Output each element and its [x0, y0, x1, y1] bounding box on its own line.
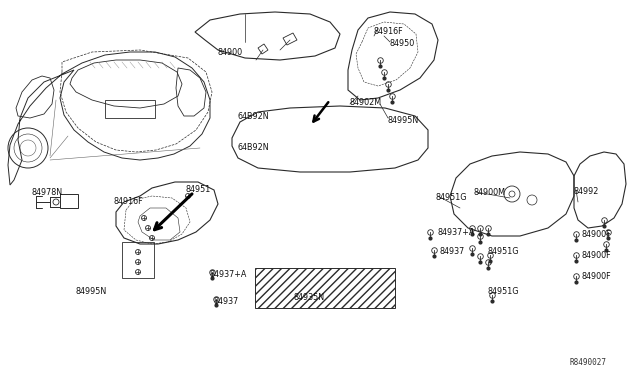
Text: 64B92N: 64B92N	[238, 112, 269, 121]
Text: 84937: 84937	[213, 297, 238, 306]
Text: 84937: 84937	[440, 247, 465, 256]
Text: 84916F: 84916F	[114, 197, 143, 206]
Text: 64B92N: 64B92N	[238, 143, 269, 152]
Text: 84951G: 84951G	[488, 247, 520, 256]
Bar	[105, 100, 155, 118]
Text: 84951G: 84951G	[488, 287, 520, 296]
Text: 84900M: 84900M	[474, 188, 506, 197]
Text: 84992: 84992	[573, 187, 598, 196]
Text: 84902M: 84902M	[350, 98, 382, 107]
Text: 84937+A: 84937+A	[210, 270, 248, 279]
Text: 84995N: 84995N	[388, 116, 419, 125]
Text: 84978N: 84978N	[32, 188, 63, 197]
Text: 84916F: 84916F	[374, 27, 404, 36]
Text: 84900: 84900	[218, 48, 243, 57]
Text: 84951G: 84951G	[436, 193, 467, 202]
Bar	[122, 242, 154, 278]
Text: 84900F: 84900F	[581, 272, 611, 281]
Text: R8490027: R8490027	[570, 358, 607, 367]
Bar	[60, 194, 78, 208]
Text: 84900F: 84900F	[581, 251, 611, 260]
Text: 84935N: 84935N	[293, 293, 324, 302]
Text: 84995N: 84995N	[75, 287, 106, 296]
Bar	[255, 268, 395, 308]
Text: 84951: 84951	[185, 185, 211, 194]
Text: 84900F: 84900F	[581, 230, 611, 239]
Text: 84937+A: 84937+A	[437, 228, 474, 237]
Text: 84950: 84950	[390, 39, 415, 48]
